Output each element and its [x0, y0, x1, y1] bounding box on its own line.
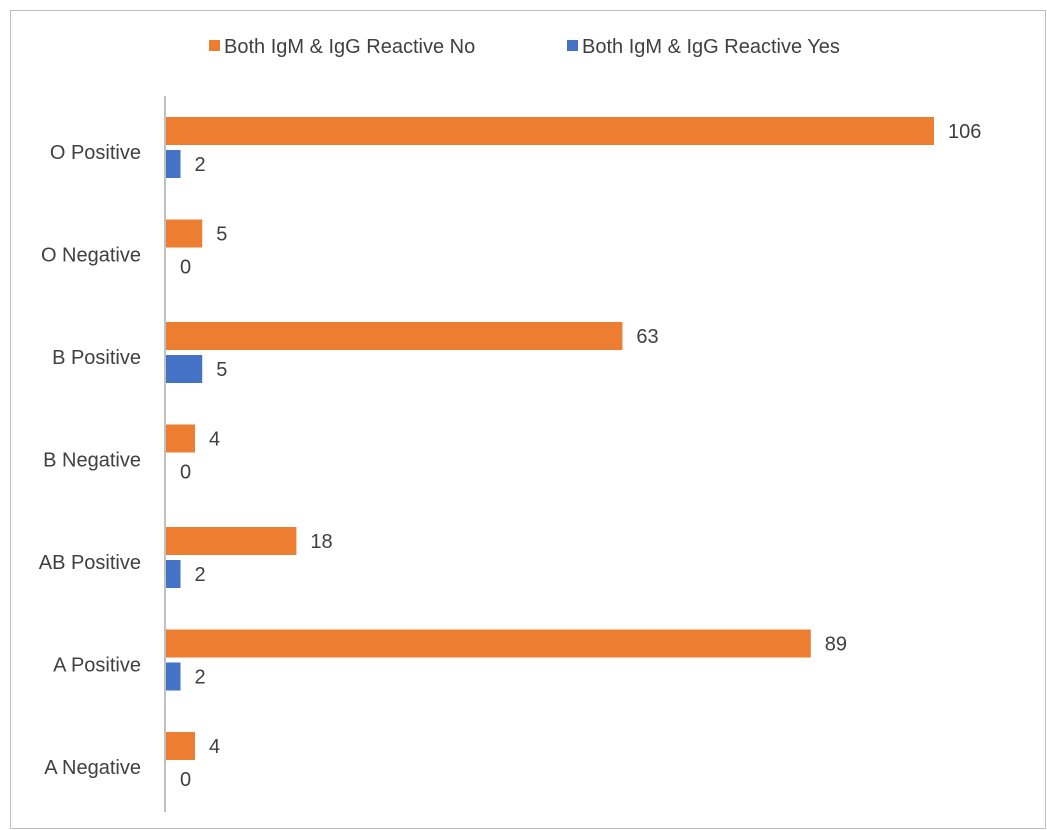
bars: [166, 117, 934, 760]
category-label-b-positive: B Positive: [52, 347, 141, 369]
bar-a-positive-yes: [166, 662, 181, 691]
bar-o-positive-yes: [166, 150, 181, 178]
category-label-a-positive: A Positive: [53, 655, 141, 677]
data-label-o-positive-yes: 2: [194, 154, 205, 176]
data-label-ab-positive-yes: 2: [194, 564, 205, 586]
category-label-ab-positive: AB Positive: [39, 552, 141, 574]
data-label-o-negative-yes: 0: [180, 257, 191, 279]
bar-o-negative-no: [166, 219, 203, 248]
bar-o-positive-no: [166, 117, 934, 145]
bar-a-positive-no: [166, 629, 811, 658]
data-label-b-negative-no: 4: [209, 429, 220, 451]
category-labels: O Positive O Negative B Positive B Negative…: [39, 142, 141, 779]
category-label-o-positive: O Positive: [50, 142, 141, 164]
data-label-a-negative-yes: 0: [180, 769, 191, 791]
data-label-b-positive-yes: 5: [216, 359, 227, 381]
bar-a-negative-no: [166, 732, 195, 760]
category-label-o-negative: O Negative: [41, 245, 141, 267]
data-label-a-positive-yes: 2: [194, 667, 205, 689]
data-label-b-negative-yes: 0: [180, 462, 191, 484]
category-label-a-negative: A Negative: [44, 757, 141, 779]
bar-b-negative-no: [166, 424, 195, 453]
legend: Both IgM & IgG Reactive No Both IgM & IgG…: [209, 36, 840, 58]
bar-b-positive-yes: [166, 355, 203, 383]
data-label-a-positive-no: 89: [825, 634, 847, 656]
legend-swatch-no: [209, 40, 220, 51]
legend-label-no: Both IgM & IgG Reactive No: [224, 36, 475, 58]
legend-label-yes: Both IgM & IgG Reactive Yes: [582, 36, 840, 58]
data-label-o-negative-no: 5: [216, 224, 227, 246]
bar-ab-positive-no: [166, 527, 297, 555]
data-label-a-negative-no: 4: [209, 736, 220, 758]
bar-b-positive-no: [166, 322, 623, 350]
data-label-b-positive-no: 63: [636, 326, 658, 348]
legend-swatch-yes: [567, 40, 578, 51]
bar-ab-positive-yes: [166, 560, 181, 588]
chart-frame: [10, 10, 1046, 829]
data-label-ab-positive-no: 18: [310, 531, 332, 553]
data-label-o-positive-no: 106: [948, 121, 981, 143]
category-label-b-negative: B Negative: [43, 450, 141, 472]
